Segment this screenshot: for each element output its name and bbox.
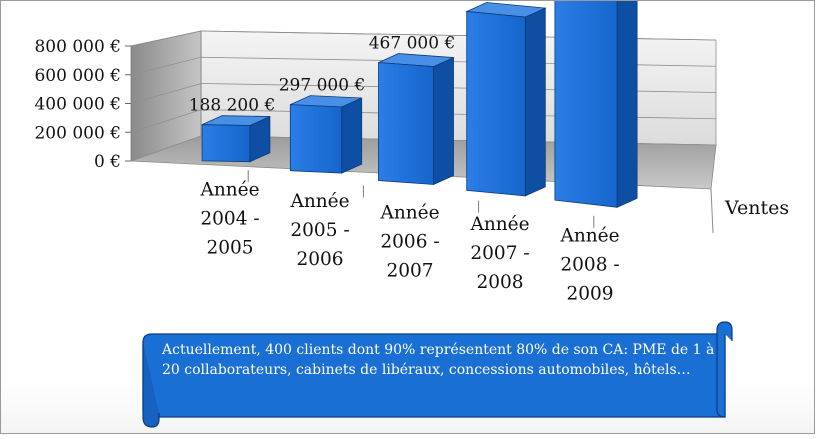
bar-side: [524, 7, 546, 197]
series-label: Ventes: [724, 197, 789, 219]
category-labels: Année 2004 - 2005 Année 2005 - 2006 Année 2006 …: [199, 170, 620, 304]
category-label-line: 2004 -: [200, 209, 259, 230]
category-label-line: 2007 -: [470, 243, 529, 264]
category-label-line: 2008: [476, 272, 523, 293]
floor-edge: [710, 188, 714, 234]
bar-side: [616, 0, 638, 208]
banner-line-2: 20 collaborateurs, cabinets de libéraux,…: [162, 362, 691, 378]
info-banner: Actuellement, 400 clients dont 90% repré…: [142, 321, 733, 428]
category-label: Année 2007 - 2008: [469, 214, 529, 293]
category-label-line: 2005: [206, 238, 253, 259]
category-label: Année 2006 - 2007: [379, 203, 439, 282]
category-label-line: Année: [559, 225, 619, 246]
category-label-line: Année: [199, 180, 259, 201]
y-tick-label: 0 €: [94, 152, 121, 172]
bar-front: [201, 124, 251, 163]
y-tick-label: 200 000 €: [34, 123, 121, 143]
y-tick-label: 600 000 €: [34, 66, 121, 86]
category-label: Année 2004 - 2005: [199, 180, 259, 259]
data-label: 633 000 €: [459, 1, 546, 2]
category-label-line: 2009: [566, 283, 613, 304]
bar: [289, 95, 363, 174]
bar: [201, 115, 271, 163]
bar: [554, 0, 638, 208]
bar-front: [289, 104, 343, 174]
data-label: 467 000 €: [369, 34, 456, 54]
bar-front: [554, 0, 618, 208]
bar-side: [341, 97, 363, 174]
y-axis-ticks: 0 € 200 000 € 400 000 € 600 000 € 800 000 €: [34, 37, 131, 172]
category-label-line: Année: [379, 203, 439, 224]
bar-side: [433, 56, 454, 186]
chart-bars: [201, 0, 638, 208]
bar-front: [378, 62, 434, 185]
banner-line-1: Actuellement, 400 clients dont 90% repré…: [161, 341, 714, 358]
y-tick-label: 400 000 €: [34, 95, 121, 115]
category-label: Année 2008 - 2009: [559, 225, 619, 304]
category-label-line: Année: [289, 191, 349, 212]
category-label: Année 2005 - 2006: [289, 191, 349, 270]
bar: [465, 2, 547, 197]
category-label-line: Année: [469, 214, 529, 235]
data-label: 188 200 €: [189, 96, 276, 116]
bar-front: [466, 11, 526, 197]
y-tick-label: 800 000 €: [34, 37, 121, 57]
category-label-line: 2007: [386, 261, 433, 282]
category-label-line: 2008 -: [560, 254, 619, 275]
bar: [378, 53, 454, 186]
category-label-line: 2005 -: [290, 220, 349, 241]
category-label-line: 2006: [296, 249, 343, 270]
data-labels: 188 200 €297 000 €467 000 €633 000 €730 …: [189, 0, 546, 116]
data-label: 297 000 €: [279, 76, 366, 96]
category-label-line: 2006 -: [380, 232, 439, 253]
